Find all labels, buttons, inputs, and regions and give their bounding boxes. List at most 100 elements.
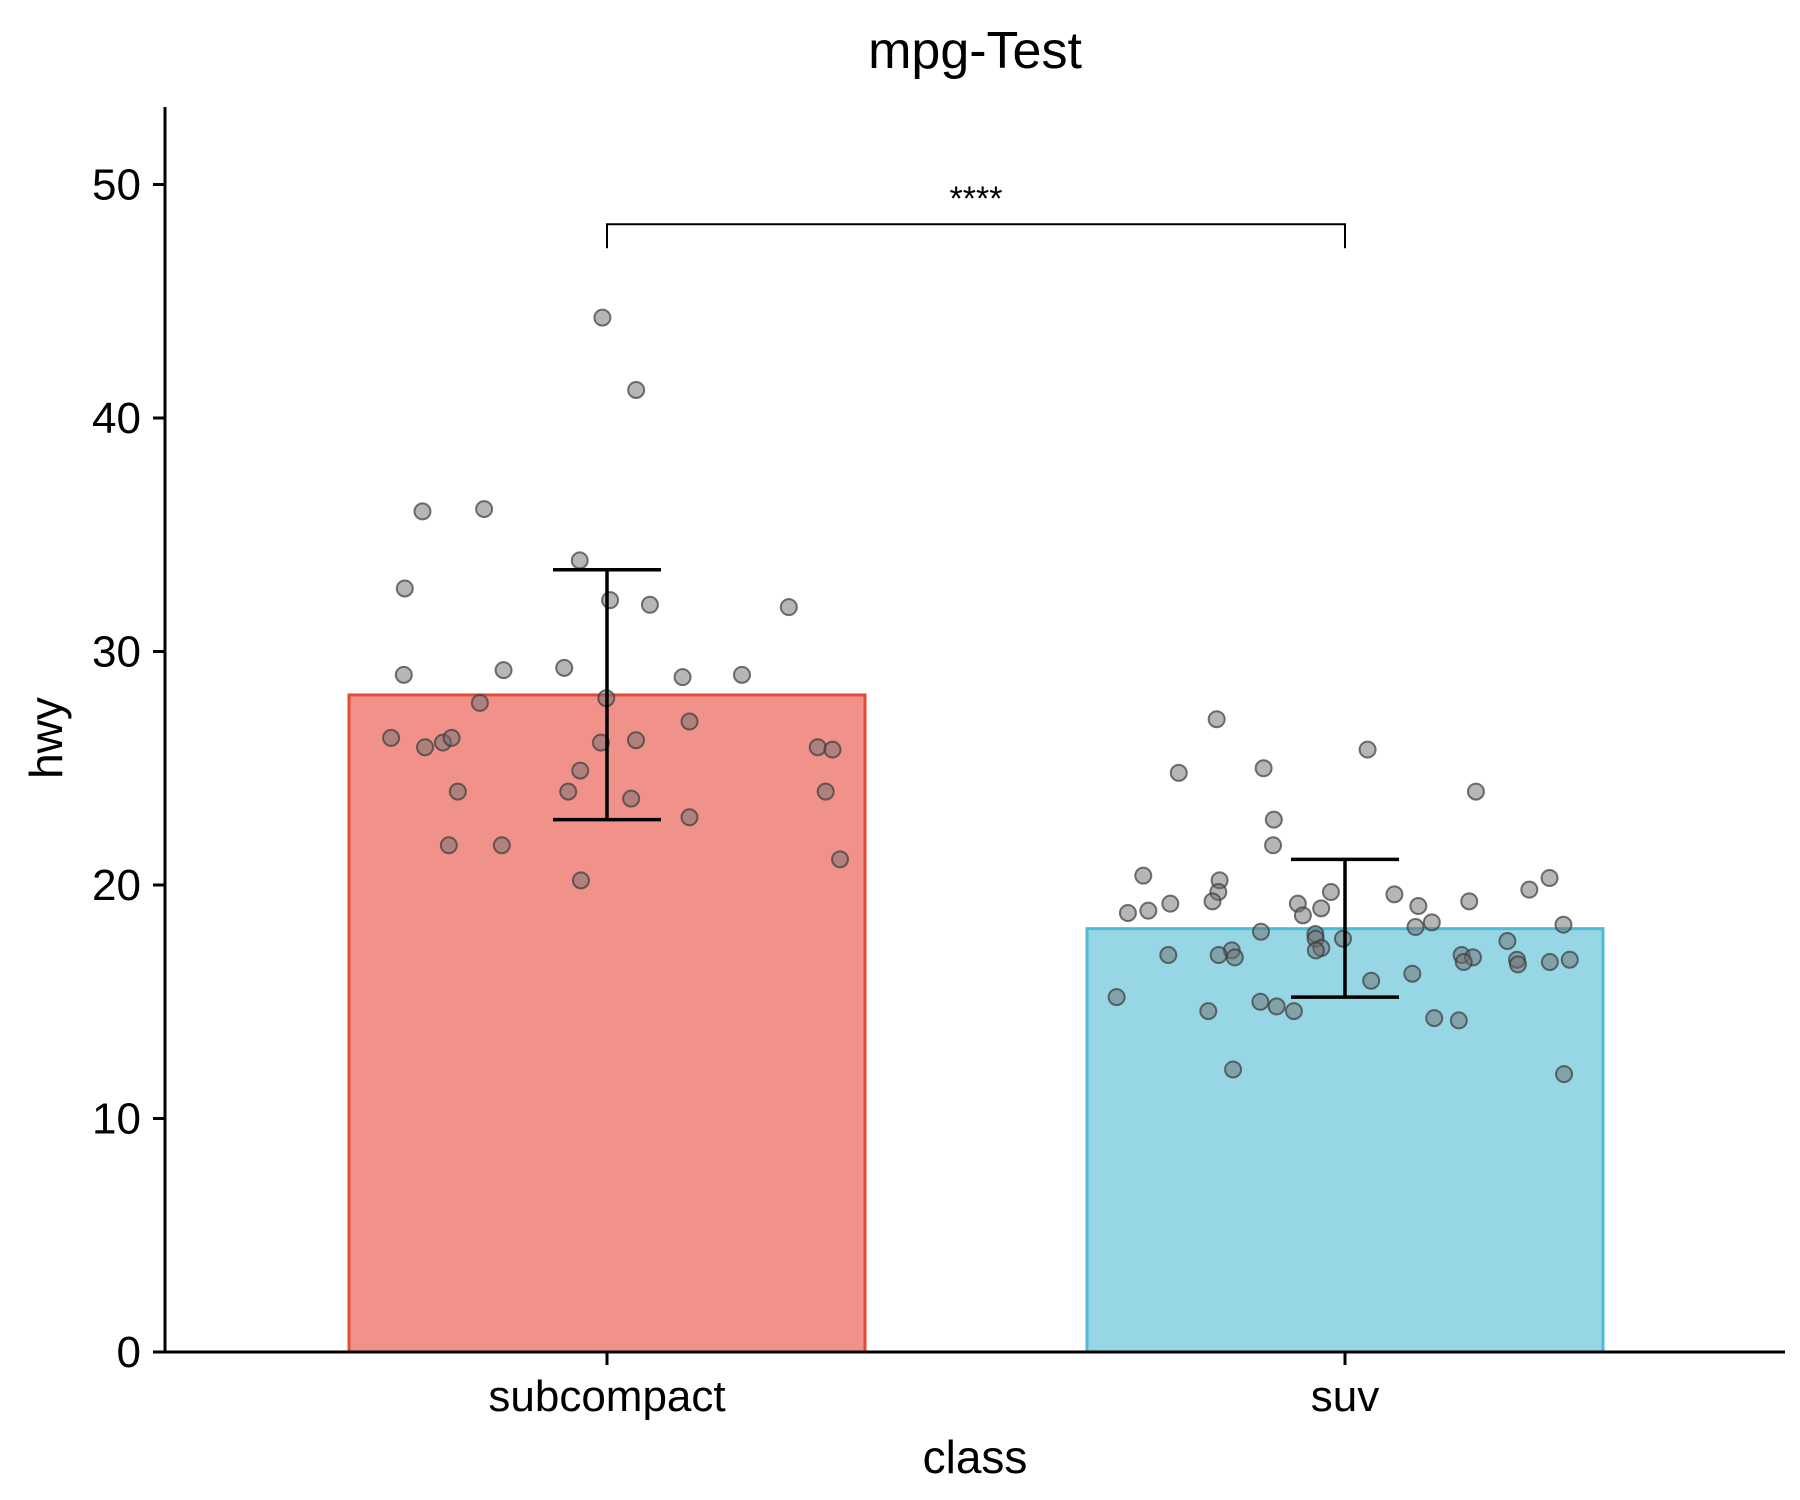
- significance-label: ****: [950, 180, 1003, 218]
- point-subcompact-16: [680, 712, 699, 731]
- y-tick-label-20: 20: [92, 861, 141, 910]
- point-suv-26: [1251, 922, 1270, 941]
- significance-bracket: ****: [606, 180, 1346, 249]
- point-suv-43: [1454, 953, 1473, 972]
- point-subcompact-19: [591, 733, 610, 752]
- point-suv-17: [1161, 894, 1180, 913]
- point-subcompact-18: [626, 731, 645, 750]
- x-tick-label-subcompact: subcompact: [488, 1372, 725, 1421]
- y-tick-label-0: 0: [117, 1328, 141, 1377]
- x-tick-label-suv: suv: [1311, 1372, 1379, 1421]
- point-suv-19: [1312, 899, 1331, 918]
- point-subcompact-0: [593, 308, 612, 327]
- significance-bracket-line: [606, 223, 1346, 249]
- point-suv-49: [1199, 1002, 1218, 1021]
- point-subcompact-10: [494, 661, 513, 680]
- point-suv-8: [1540, 868, 1559, 887]
- point-suv-28: [1333, 929, 1352, 948]
- point-subcompact-26: [816, 782, 835, 801]
- point-subcompact-4: [570, 551, 589, 570]
- point-suv-4: [1466, 782, 1485, 801]
- point-subcompact-20: [442, 728, 461, 747]
- point-suv-53: [1224, 1060, 1243, 1079]
- point-subcompact-15: [470, 693, 489, 712]
- error-bars-layer: [553, 568, 1399, 999]
- point-subcompact-8: [640, 595, 659, 614]
- point-subcompact-30: [680, 808, 699, 827]
- point-suv-36: [1159, 946, 1178, 965]
- point-subcompact-28: [559, 782, 578, 801]
- point-suv-41: [1540, 953, 1559, 972]
- point-subcompact-33: [831, 850, 850, 869]
- bar-suv: [1085, 927, 1605, 1354]
- y-tick-label-40: 40: [92, 394, 141, 443]
- point-subcompact-23: [823, 740, 842, 759]
- point-subcompact-29: [622, 789, 641, 808]
- point-suv-5: [1264, 810, 1283, 829]
- point-subcompact-22: [808, 738, 827, 757]
- point-suv-10: [1520, 880, 1539, 899]
- axes: [163, 107, 1785, 1354]
- point-suv-3: [1169, 763, 1188, 782]
- point-suv-54: [1555, 1065, 1574, 1084]
- point-suv-22: [1293, 906, 1312, 925]
- bars-layer: [347, 693, 1605, 1354]
- point-subcompact-11: [732, 665, 751, 684]
- point-suv-40: [1560, 950, 1579, 969]
- point-suv-48: [1267, 997, 1286, 1016]
- point-subcompact-27: [448, 782, 467, 801]
- point-suv-16: [1409, 897, 1428, 916]
- point-suv-1: [1358, 740, 1377, 759]
- point-subcompact-7: [779, 598, 798, 617]
- point-suv-50: [1284, 1002, 1303, 1021]
- point-suv-15: [1460, 892, 1479, 911]
- point-suv-24: [1406, 918, 1425, 937]
- point-suv-20: [1139, 901, 1158, 920]
- y-tick-label-30: 30: [92, 628, 141, 677]
- point-suv-18: [1203, 892, 1222, 911]
- point-suv-52: [1449, 1011, 1468, 1030]
- point-subcompact-25: [571, 761, 590, 780]
- point-subcompact-6: [395, 579, 414, 598]
- x-ticks: subcompact suv: [488, 1352, 1379, 1421]
- point-subcompact-9: [555, 658, 574, 677]
- point-suv-2: [1254, 759, 1273, 778]
- point-subcompact-12: [673, 668, 692, 687]
- y-axis-title: hwy: [20, 697, 72, 779]
- point-suv-13: [1385, 885, 1404, 904]
- point-suv-34: [1209, 946, 1228, 965]
- point-subcompact-34: [571, 871, 590, 890]
- point-suv-6: [1264, 836, 1283, 855]
- point-suv-30: [1498, 932, 1517, 951]
- point-suv-25: [1554, 915, 1573, 934]
- point-suv-46: [1107, 988, 1126, 1007]
- point-suv-32: [1306, 941, 1325, 960]
- point-suv-0: [1207, 710, 1226, 729]
- point-suv-23: [1422, 913, 1441, 932]
- point-subcompact-2: [413, 502, 432, 521]
- point-subcompact-31: [492, 836, 511, 855]
- point-suv-42: [1508, 955, 1527, 974]
- y-tick-label-50: 50: [92, 161, 141, 210]
- point-suv-21: [1118, 904, 1137, 923]
- point-subcompact-5: [601, 591, 620, 610]
- point-subcompact-3: [475, 500, 494, 519]
- point-subcompact-24: [416, 738, 435, 757]
- point-suv-51: [1425, 1009, 1444, 1028]
- point-subcompact-21: [382, 728, 401, 747]
- point-subcompact-13: [394, 665, 413, 684]
- y-tick-label-10: 10: [92, 1095, 141, 1144]
- point-suv-47: [1251, 992, 1270, 1011]
- points-layer: [382, 308, 1579, 1084]
- point-suv-7: [1134, 866, 1153, 885]
- point-subcompact-32: [439, 836, 458, 855]
- point-suv-37: [1225, 948, 1244, 967]
- point-suv-11: [1321, 883, 1340, 902]
- point-suv-45: [1362, 971, 1381, 990]
- y-ticks: 0 10 20 30 40 50: [92, 161, 165, 1377]
- point-suv-44: [1403, 964, 1422, 983]
- x-axis-title: class: [923, 1431, 1028, 1483]
- point-subcompact-1: [627, 380, 646, 399]
- chart-title: mpg-Test: [868, 22, 1082, 80]
